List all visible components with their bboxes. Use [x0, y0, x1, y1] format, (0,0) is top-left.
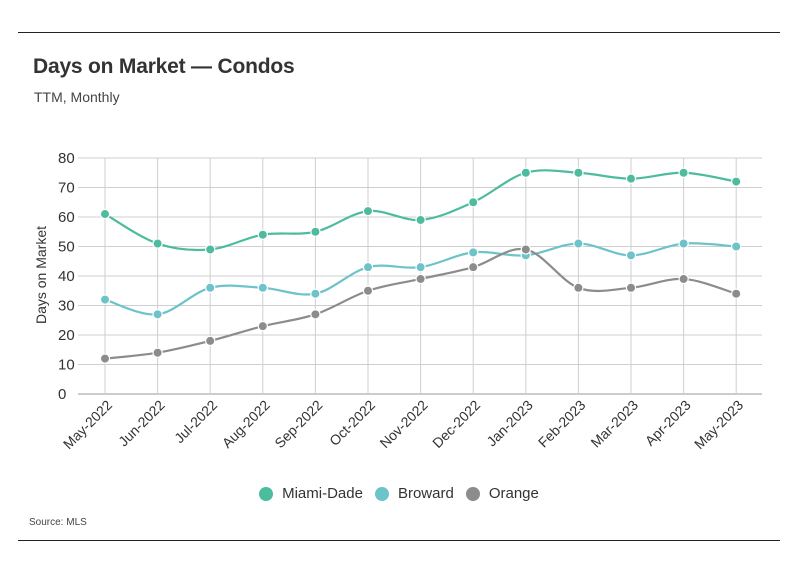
y-axis-label: Days on Market — [33, 226, 49, 324]
x-tick-label: May-2022 — [60, 397, 115, 452]
data-point-broward[interactable] — [310, 288, 321, 299]
data-point-broward[interactable] — [204, 282, 216, 293]
data-point-miami-dade[interactable] — [204, 244, 216, 255]
line-chart: 0 10 20 30 40 50 60 70 80 May-2022 Jun-2022 Jul-20… — [33, 150, 762, 452]
x-tick-label: Oct-2022 — [326, 397, 378, 449]
data-point-broward[interactable] — [257, 282, 268, 293]
y-tick-label: 10 — [58, 357, 75, 374]
y-tick-label: 60 — [58, 209, 75, 226]
source-note: Source: MLS — [29, 517, 87, 528]
data-point-miami-dade[interactable] — [152, 238, 163, 249]
data-point-broward[interactable] — [678, 238, 689, 249]
data-point-miami-dade[interactable] — [731, 176, 742, 187]
x-tick-label: Jul-2022 — [171, 397, 220, 446]
data-point-orange[interactable] — [310, 309, 321, 320]
data-point-orange[interactable] — [573, 282, 584, 293]
data-point-miami-dade[interactable] — [362, 205, 374, 217]
data-point-orange[interactable] — [362, 285, 374, 296]
data-point-broward[interactable] — [731, 241, 742, 252]
data-point-broward[interactable] — [625, 250, 637, 261]
data-point-broward[interactable] — [573, 238, 584, 249]
x-tick-label: Mar-2023 — [587, 397, 641, 451]
y-tick-label: 70 — [58, 180, 75, 197]
legend-item-miami-dade[interactable]: Miami-Dade — [259, 485, 363, 502]
data-point-miami-dade[interactable] — [573, 167, 584, 178]
legend-label: Orange — [488, 485, 539, 502]
data-point-broward[interactable] — [415, 261, 426, 273]
top-rule — [18, 32, 780, 33]
legend-swatch-miami-dade — [259, 486, 274, 501]
legend-label: Broward — [397, 485, 454, 502]
bottom-rule — [18, 540, 780, 541]
legend-label: Miami-Dade — [282, 485, 363, 502]
data-point-broward[interactable] — [99, 294, 111, 305]
data-point-orange[interactable] — [468, 261, 479, 273]
data-point-miami-dade[interactable] — [415, 214, 426, 226]
data-point-miami-dade[interactable] — [468, 197, 479, 208]
legend: Miami-Dade Broward Orange — [0, 485, 798, 502]
legend-item-orange[interactable]: Orange — [465, 485, 539, 502]
data-point-orange[interactable] — [257, 320, 268, 332]
data-point-miami-dade[interactable] — [625, 173, 637, 184]
chart-title: Days on Market — Condos — [33, 55, 295, 78]
data-point-orange[interactable] — [152, 347, 163, 358]
y-tick-label: 80 — [58, 150, 75, 167]
data-point-orange[interactable] — [520, 244, 532, 255]
x-tick-label: Jun-2022 — [115, 397, 168, 450]
data-point-orange[interactable] — [678, 273, 689, 285]
data-point-broward[interactable] — [468, 247, 479, 258]
y-tick-label: 40 — [58, 268, 75, 285]
x-tick-label: Apr-2023 — [642, 397, 694, 449]
x-tick-label: Jan-2023 — [483, 397, 536, 450]
data-point-orange[interactable] — [731, 288, 742, 299]
data-point-orange[interactable] — [204, 335, 216, 347]
x-tick-label: Nov-2022 — [376, 397, 430, 451]
y-tick-labels: 0 10 20 30 40 50 60 70 80 — [58, 150, 75, 403]
data-point-miami-dade[interactable] — [678, 167, 689, 178]
data-point-orange[interactable] — [99, 353, 111, 364]
y-tick-label: 0 — [58, 386, 66, 403]
y-tick-label: 30 — [58, 298, 75, 315]
legend-item-broward[interactable]: Broward — [374, 485, 454, 502]
x-tick-label: May-2023 — [691, 397, 746, 452]
x-tick-label: Aug-2022 — [219, 397, 273, 451]
x-tick-labels: May-2022 Jun-2022 Jul-2022Aug-2022Sep-2022… — [60, 397, 747, 452]
series-points — [99, 167, 742, 364]
x-tick-label: Feb-2023 — [535, 397, 589, 451]
legend-swatch-orange — [465, 486, 480, 501]
data-point-miami-dade[interactable] — [257, 229, 268, 240]
data-point-miami-dade[interactable] — [310, 226, 321, 237]
legend-swatch-broward — [374, 486, 389, 501]
data-point-broward[interactable] — [362, 261, 374, 273]
data-point-orange[interactable] — [415, 273, 426, 285]
data-point-miami-dade[interactable] — [520, 167, 532, 178]
x-tick-label: Dec-2022 — [429, 397, 483, 451]
data-point-miami-dade[interactable] — [99, 208, 111, 220]
x-tick-label: Sep-2022 — [271, 397, 325, 451]
chart-subtitle: TTM, Monthly — [34, 89, 120, 105]
data-point-orange[interactable] — [625, 282, 637, 293]
y-tick-label: 20 — [58, 327, 75, 344]
y-tick-label: 50 — [58, 239, 75, 256]
data-point-broward[interactable] — [152, 309, 163, 320]
